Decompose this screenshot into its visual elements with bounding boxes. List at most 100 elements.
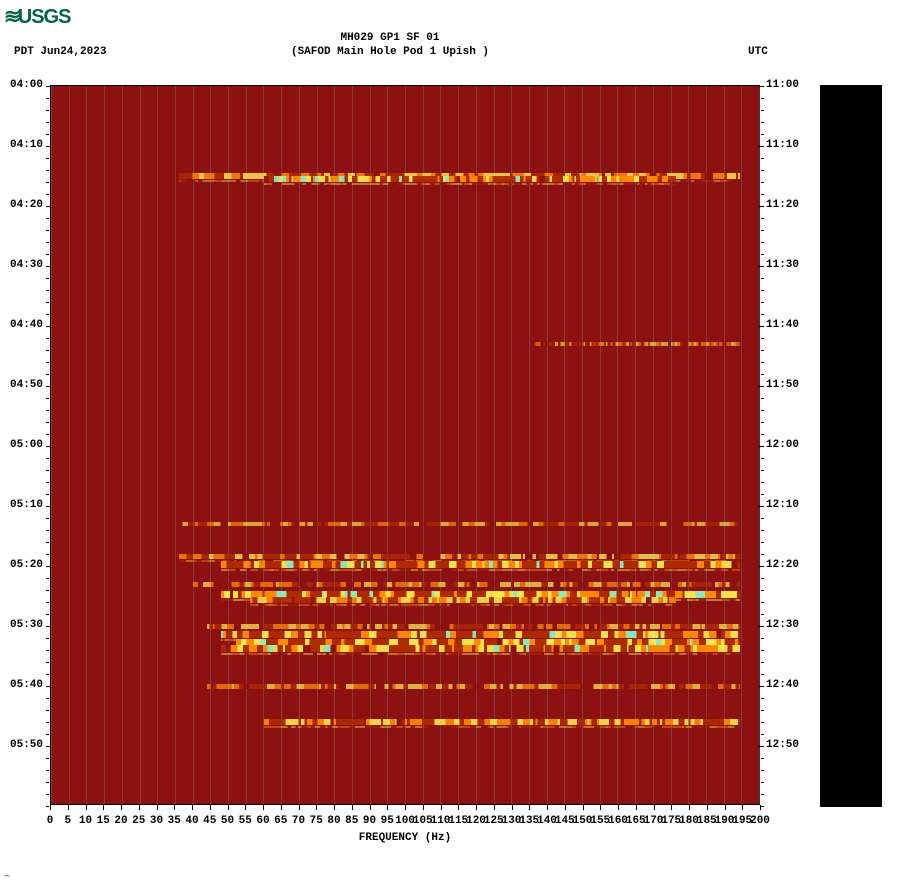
x-tick-label: 5 — [64, 815, 71, 827]
gridline — [317, 86, 318, 804]
tick-minor — [761, 494, 764, 495]
tick-minor — [761, 194, 764, 195]
gridline — [688, 86, 689, 804]
tick-minor — [761, 650, 764, 651]
tick-mark — [352, 805, 353, 810]
y-tick-right: 12:20 — [766, 559, 799, 571]
y-tick-right: 11:30 — [766, 259, 799, 271]
gridline — [582, 86, 583, 804]
tick-minor — [46, 590, 49, 591]
tick-minor — [761, 242, 764, 243]
signal-band — [264, 726, 740, 728]
gridline — [334, 86, 335, 804]
tick-mark — [86, 805, 87, 810]
tick-minor — [46, 542, 49, 543]
tick-minor — [46, 470, 49, 471]
gridline — [547, 86, 548, 804]
tick-minor — [761, 122, 764, 123]
chart-title-line1: MH029 GP1 SF 01 — [0, 32, 780, 44]
y-axis-left: 04:0004:1004:2004:3004:4004:5005:0005:10… — [10, 85, 50, 805]
tick-mark — [157, 805, 158, 810]
tick-minor — [761, 458, 764, 459]
tick-minor — [761, 614, 764, 615]
y-tick-left: 05:40 — [10, 679, 43, 691]
tick-minor — [761, 554, 764, 555]
y-tick-left: 05:10 — [10, 499, 43, 511]
tick-minor — [761, 662, 764, 663]
tick-minor — [46, 662, 49, 663]
y-tick-right: 11:00 — [766, 79, 799, 91]
tick-minor — [46, 410, 49, 411]
tick-mark — [742, 805, 743, 810]
tick-mark — [529, 805, 530, 810]
tick-minor — [46, 626, 49, 627]
y-tick-left: 05:20 — [10, 559, 43, 571]
gridline — [635, 86, 636, 804]
tick-minor — [46, 530, 49, 531]
header-right-label: UTC — [748, 46, 768, 58]
gridline — [671, 86, 672, 804]
y-tick-right: 11:40 — [766, 319, 799, 331]
tick-minor — [761, 770, 764, 771]
tick-mark — [281, 805, 282, 810]
signal-band — [221, 645, 739, 652]
tick-mark — [600, 805, 601, 810]
gridline — [370, 86, 371, 804]
tick-minor — [46, 782, 49, 783]
gridline — [228, 86, 229, 804]
tick-minor — [46, 710, 49, 711]
signal-band — [207, 684, 740, 689]
tick-mark — [121, 805, 122, 810]
tick-minor — [46, 134, 49, 135]
tick-minor — [46, 482, 49, 483]
tick-mark — [441, 805, 442, 810]
y-tick-left: 04:20 — [10, 199, 43, 211]
x-tick-label: 75 — [310, 815, 323, 827]
y-tick-right: 12:50 — [766, 739, 799, 751]
y-tick-right: 12:30 — [766, 619, 799, 631]
tick-minor — [46, 446, 49, 447]
x-tick-label: 25 — [132, 815, 145, 827]
tick-mark — [370, 805, 371, 810]
tick-minor — [46, 518, 49, 519]
tick-minor — [761, 482, 764, 483]
tick-minor — [761, 110, 764, 111]
tick-minor — [46, 290, 49, 291]
gridline — [564, 86, 565, 804]
tick-minor — [761, 470, 764, 471]
tick-minor — [46, 218, 49, 219]
x-tick-label: 40 — [185, 815, 198, 827]
y-tick-left: 05:50 — [10, 739, 43, 751]
tick-minor — [46, 206, 49, 207]
tick-minor — [761, 794, 764, 795]
tick-minor — [46, 278, 49, 279]
gridline — [157, 86, 158, 804]
tick-minor — [761, 146, 764, 147]
y-axis-right: 11:0011:1011:2011:3011:4011:5012:0012:10… — [760, 85, 820, 805]
gridline — [759, 86, 760, 804]
gridline — [51, 86, 52, 804]
tick-minor — [761, 422, 764, 423]
tick-mark — [245, 805, 246, 810]
tick-minor — [46, 158, 49, 159]
tick-minor — [46, 614, 49, 615]
tick-minor — [761, 806, 764, 807]
tick-minor — [761, 590, 764, 591]
tick-minor — [761, 674, 764, 675]
tick-minor — [46, 602, 49, 603]
gridline — [210, 86, 211, 804]
tick-minor — [761, 158, 764, 159]
footer-mark: ~ — [4, 872, 10, 883]
tick-minor — [761, 530, 764, 531]
gridline — [440, 86, 441, 804]
tick-minor — [761, 350, 764, 351]
gridline — [476, 86, 477, 804]
tick-minor — [46, 638, 49, 639]
tick-minor — [46, 122, 49, 123]
signal-band — [250, 604, 676, 606]
tick-mark — [583, 805, 584, 810]
tick-minor — [761, 566, 764, 567]
tick-minor — [761, 170, 764, 171]
tick-minor — [761, 758, 764, 759]
gridline — [405, 86, 406, 804]
